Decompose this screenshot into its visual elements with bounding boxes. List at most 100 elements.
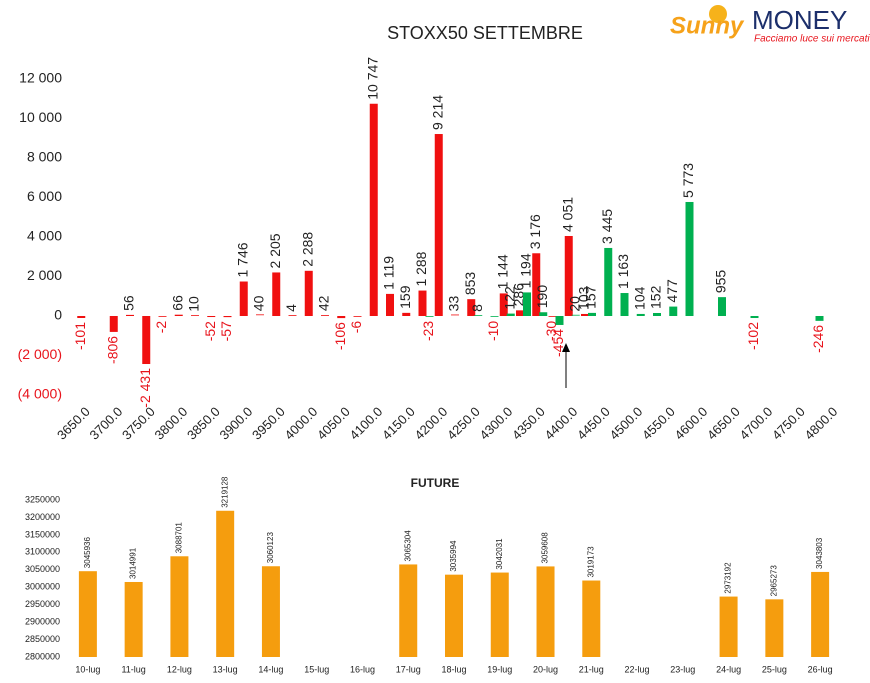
bar bbox=[124, 581, 143, 657]
bar bbox=[304, 270, 313, 316]
bar bbox=[321, 315, 329, 316]
data-label: 3035994 bbox=[449, 540, 458, 572]
x-tick-label: 4700.0 bbox=[737, 404, 776, 443]
data-label: 3043803 bbox=[815, 537, 824, 569]
x-tick-label: 4500.0 bbox=[607, 404, 646, 443]
data-label: 286 bbox=[511, 283, 527, 307]
bar bbox=[272, 272, 281, 316]
bar bbox=[669, 306, 678, 316]
data-label: 3045936 bbox=[83, 537, 92, 569]
bar bbox=[653, 312, 661, 316]
bar bbox=[588, 312, 596, 316]
y-tick-label: 3050000 bbox=[25, 564, 60, 574]
data-label: 104 bbox=[631, 286, 647, 310]
data-label: -52 bbox=[202, 321, 218, 341]
data-label: -23 bbox=[420, 321, 436, 341]
data-label: 3042031 bbox=[495, 538, 504, 570]
data-label: -106 bbox=[332, 322, 348, 350]
y-tick-label: (4 000) bbox=[18, 386, 62, 402]
x-tick-label: 3850.0 bbox=[184, 404, 223, 443]
data-label: 4 bbox=[283, 304, 299, 312]
x-tick-label: 4600.0 bbox=[672, 404, 711, 443]
y-tick-label: 2800000 bbox=[25, 651, 60, 661]
data-label: -10 bbox=[485, 321, 501, 341]
x-tick-label: 3800.0 bbox=[152, 404, 191, 443]
data-label: 1 144 bbox=[494, 254, 510, 289]
x-tick-label: 12-lug bbox=[167, 664, 192, 674]
x-tick-label: 4800.0 bbox=[802, 404, 841, 443]
x-tick-label: 15-lug bbox=[304, 664, 329, 674]
x-tick-label: 11-lug bbox=[121, 664, 145, 674]
data-label: 9 214 bbox=[429, 95, 445, 130]
data-label: 42 bbox=[316, 295, 332, 311]
bar bbox=[516, 310, 524, 316]
data-label: 2 205 bbox=[267, 233, 283, 268]
data-label: 477 bbox=[664, 279, 680, 303]
data-label: 103 bbox=[576, 286, 592, 310]
y-tick-label: 3000000 bbox=[25, 582, 60, 592]
data-label: 20 bbox=[566, 296, 582, 312]
bar bbox=[256, 314, 264, 316]
data-label: 159 bbox=[397, 285, 413, 309]
x-tick-label: 4100.0 bbox=[347, 404, 386, 443]
bar bbox=[506, 313, 515, 316]
x-tick-label: 4550.0 bbox=[639, 404, 678, 443]
data-label: 66 bbox=[169, 295, 185, 311]
bar bbox=[402, 312, 411, 316]
y-tick-label: 3100000 bbox=[25, 547, 60, 557]
data-label: 152 bbox=[648, 285, 664, 309]
data-label: 2965273 bbox=[769, 565, 778, 597]
bar bbox=[158, 316, 167, 317]
x-tick-label: 20-lug bbox=[533, 664, 558, 674]
data-label: 3065304 bbox=[403, 530, 412, 562]
data-label: 10 bbox=[186, 296, 202, 312]
bar bbox=[353, 316, 362, 317]
bar bbox=[425, 316, 434, 317]
bar bbox=[174, 314, 183, 316]
bar bbox=[445, 574, 463, 657]
data-label: 8 bbox=[469, 304, 485, 312]
x-tick-label: 4150.0 bbox=[379, 404, 418, 443]
y-tick-label: 2850000 bbox=[25, 634, 60, 644]
bar bbox=[239, 281, 248, 316]
x-tick-label: 13-lug bbox=[213, 664, 238, 674]
data-label: 1 194 bbox=[518, 253, 534, 288]
data-label: 40 bbox=[251, 295, 267, 311]
bar bbox=[765, 599, 784, 657]
logo: Sunny MONEY Facciamo luce sui mercati bbox=[670, 5, 870, 45]
x-tick-label: 3900.0 bbox=[217, 404, 256, 443]
y-tick-label: 2950000 bbox=[25, 599, 60, 609]
x-tick-label: 4300.0 bbox=[477, 404, 516, 443]
data-label: 122 bbox=[501, 286, 517, 310]
x-tick-label: 24-lug bbox=[716, 664, 741, 674]
data-label: -102 bbox=[745, 322, 761, 350]
x-tick-label: 17-lug bbox=[396, 664, 421, 674]
data-label: -6 bbox=[348, 321, 364, 334]
y-tick-label: 3250000 bbox=[25, 494, 60, 504]
data-label: -2 431 bbox=[137, 368, 153, 408]
x-tick-label: 14-lug bbox=[258, 664, 283, 674]
bar bbox=[399, 564, 418, 657]
y-tick-label: 8 000 bbox=[27, 149, 62, 165]
data-label: 3219128 bbox=[220, 476, 229, 508]
x-tick-label: 22-lug bbox=[625, 664, 650, 674]
y-tick-label: 10 000 bbox=[19, 109, 62, 125]
x-tick-label: 25-lug bbox=[762, 664, 787, 674]
x-tick-label: 10-lug bbox=[75, 664, 100, 674]
y-tick-label: 3200000 bbox=[25, 512, 60, 522]
data-label: 157 bbox=[583, 285, 599, 309]
bar bbox=[170, 556, 189, 657]
bar bbox=[467, 299, 476, 316]
x-tick-label: 4750.0 bbox=[769, 404, 808, 443]
bar bbox=[718, 297, 726, 316]
bar bbox=[191, 315, 199, 316]
data-label: 3019173 bbox=[586, 546, 595, 578]
chart-title: FUTURE bbox=[411, 476, 460, 490]
bar bbox=[499, 293, 508, 316]
bar bbox=[719, 596, 738, 657]
data-label: 3060123 bbox=[266, 532, 275, 564]
bar bbox=[369, 103, 378, 316]
bar bbox=[536, 566, 555, 657]
bar bbox=[581, 313, 589, 316]
